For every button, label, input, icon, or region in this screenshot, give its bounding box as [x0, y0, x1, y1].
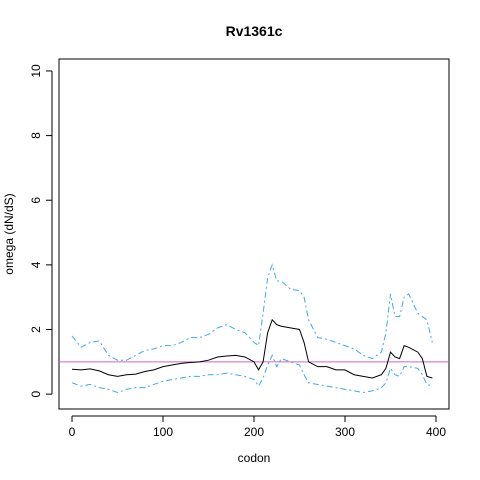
x-tick-label: 200 [244, 425, 264, 439]
series-line [71, 263, 433, 361]
x-tick-label: 300 [335, 425, 355, 439]
x-axis-label: codon [238, 451, 271, 465]
y-tick-label: 4 [29, 261, 43, 268]
y-tick-label: 10 [29, 64, 43, 78]
series-line [71, 354, 433, 394]
y-tick-label: 8 [29, 132, 43, 139]
x-tick-label: 100 [153, 425, 173, 439]
plot-frame [58, 58, 450, 410]
series-line [71, 318, 433, 379]
y-axis-label: omega (dN/dS) [2, 193, 16, 274]
x-tick-label: 0 [69, 425, 76, 439]
chart-title: Rv1361c [226, 23, 283, 39]
y-tick-label: 6 [29, 197, 43, 204]
x-tick-label: 400 [426, 425, 446, 439]
y-tick-label: 2 [29, 326, 43, 333]
y-tick-label: 0 [29, 390, 43, 397]
